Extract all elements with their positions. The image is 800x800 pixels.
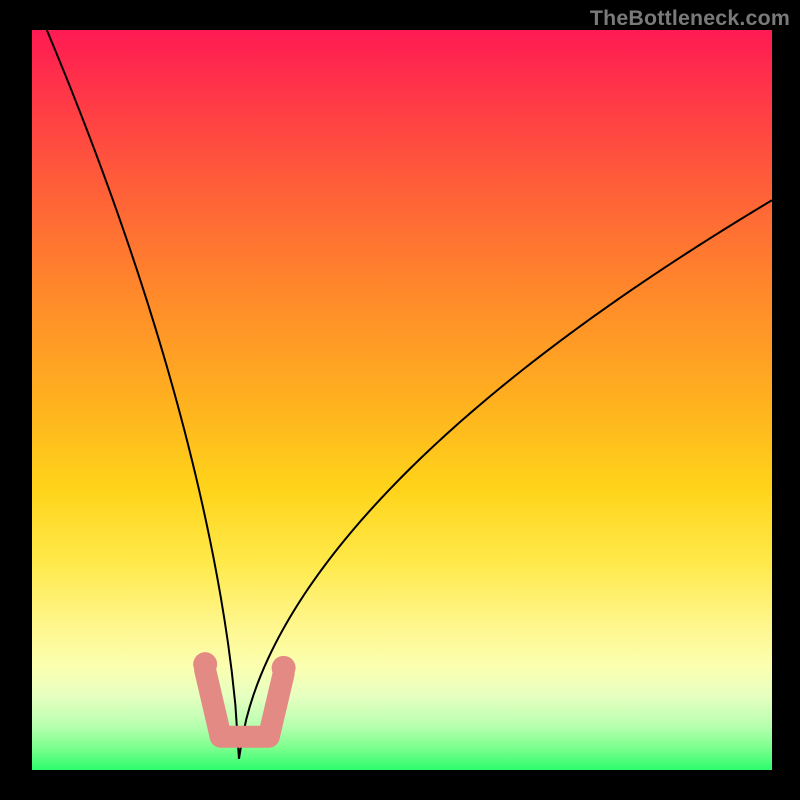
figure-root: TheBottleneck.com bbox=[0, 0, 800, 800]
range-marker-end-dot bbox=[272, 656, 296, 680]
range-marker bbox=[205, 670, 283, 737]
plot-area bbox=[32, 30, 772, 770]
range-marker-start-dot bbox=[193, 652, 217, 676]
watermark-text: TheBottleneck.com bbox=[590, 6, 790, 31]
curve-layer bbox=[32, 30, 772, 770]
bottleneck-curve bbox=[47, 30, 772, 759]
